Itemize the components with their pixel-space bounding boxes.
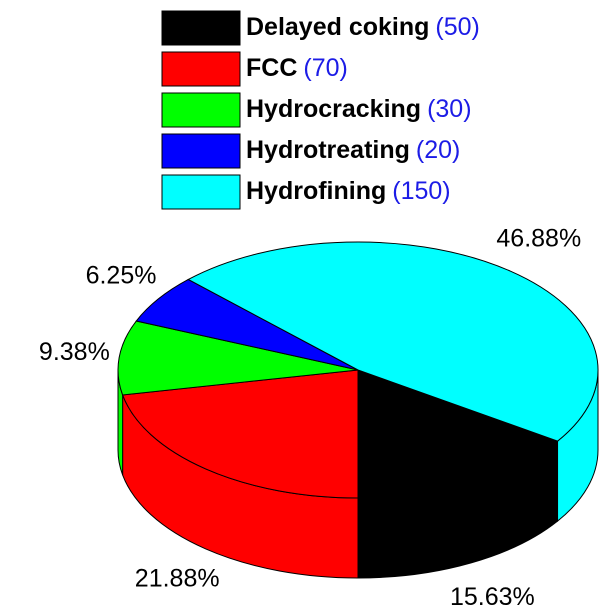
legend-entry: Hydrotreating (20) [246, 136, 460, 164]
legend-value: (150) [392, 177, 450, 205]
legend-value: (20) [416, 136, 460, 164]
pie-slice [357, 369, 559, 499]
legend-swatch [161, 174, 241, 210]
legend-name: Hydrotreating [246, 136, 410, 164]
legend-value: (50) [435, 13, 479, 41]
legend-entry: Delayed coking (50) [246, 13, 480, 41]
percentage-label: 15.63% [450, 583, 535, 608]
legend-entry: FCC (70) [246, 54, 348, 82]
legend-swatch [161, 92, 241, 128]
legend-name: FCC [246, 54, 297, 82]
percentage-label: 9.38% [39, 338, 110, 366]
legend-entry: Hydrocracking (30) [246, 95, 472, 123]
percentage-label: 6.25% [86, 261, 157, 289]
percentage-label: 21.88% [135, 564, 220, 592]
legend-swatch [161, 10, 241, 46]
legend-value: (30) [427, 95, 471, 123]
legend-swatch [161, 133, 241, 169]
pie-slice [117, 320, 359, 396]
legend-name: Hydrocracking [246, 95, 421, 123]
legend-value: (70) [303, 54, 347, 82]
legend-entry: Hydrofining (150) [246, 177, 451, 205]
pie-slice [121, 369, 359, 499]
legend-name: Delayed coking [246, 13, 429, 41]
pie-slice [187, 241, 599, 442]
percentage-label: 46.88% [496, 225, 581, 253]
legend-name: Hydrofining [246, 177, 386, 205]
legend-swatch [161, 51, 241, 87]
